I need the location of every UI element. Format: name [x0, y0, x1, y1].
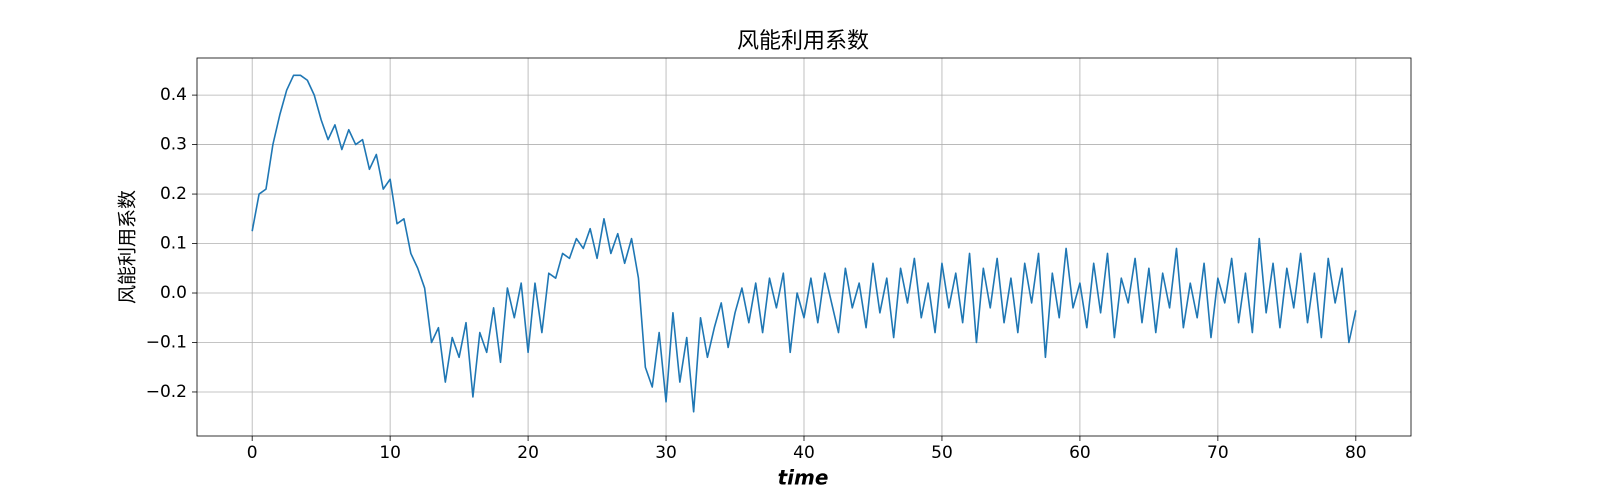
plot-frame: [196, 57, 1412, 437]
x-tick-label: 10: [379, 443, 401, 463]
data-line: [251, 74, 1357, 413]
x-tick-label: 40: [793, 443, 815, 463]
y-tick-label: 0.4: [160, 85, 187, 105]
x-tick-label: 70: [1207, 443, 1229, 463]
x-axis-label: time: [778, 466, 829, 490]
y-axis-label: 风能利用系数: [117, 190, 139, 304]
y-tick-label: 0.3: [160, 135, 187, 155]
x-tick-label: 50: [931, 443, 953, 463]
chart-title: 风能利用系数: [737, 29, 869, 54]
x-tick-label: 0: [247, 443, 258, 463]
x-tick-label: 80: [1345, 443, 1367, 463]
x-tick-label: 60: [1069, 443, 1091, 463]
y-tick-label: 0.2: [160, 184, 187, 204]
y-tick-label: −0.1: [146, 332, 187, 352]
x-tick-label: 30: [655, 443, 677, 463]
y-tick-label: −0.2: [146, 382, 187, 402]
y-tick-label: 0.1: [160, 234, 187, 254]
x-tick-label: 20: [517, 443, 539, 463]
y-tick-label: 0.0: [160, 283, 187, 303]
